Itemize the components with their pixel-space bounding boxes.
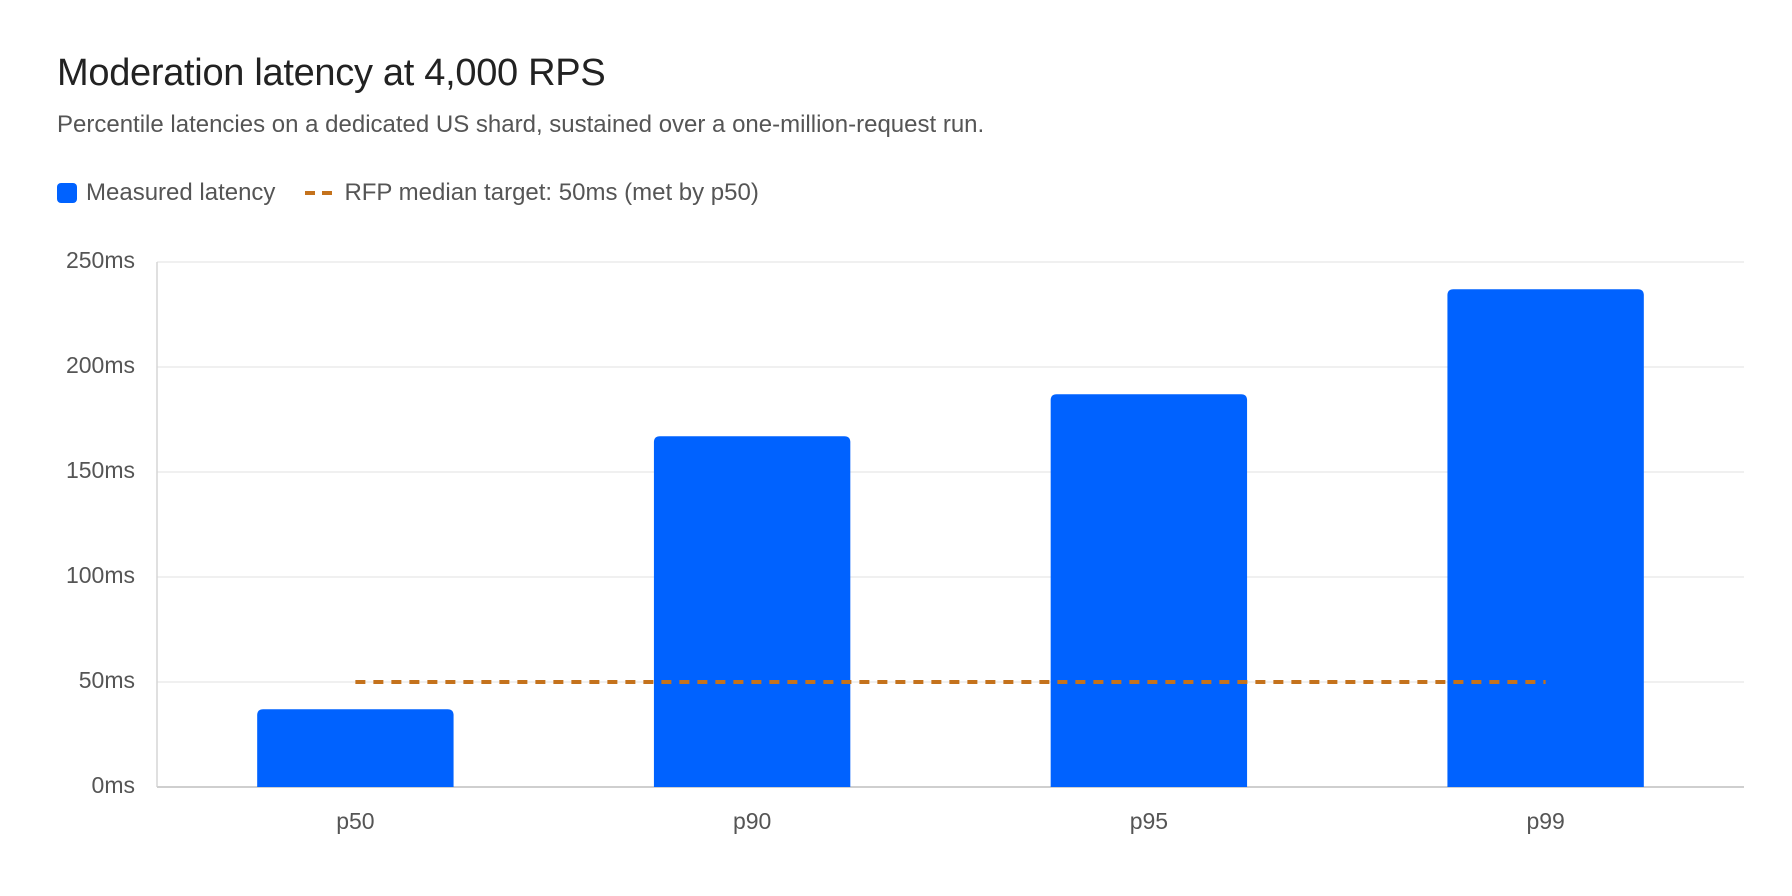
legend: Measured latency RFP median target: 50ms… xyxy=(57,179,984,207)
legend-label: Measured latency xyxy=(86,179,276,206)
y-tick-label: 200ms xyxy=(66,352,135,378)
legend-item: Measured latency xyxy=(57,179,275,207)
x-tick-label: p99 xyxy=(1526,808,1564,834)
bar xyxy=(1447,289,1644,787)
y-tick-label: 150ms xyxy=(66,457,135,483)
chart-subtitle: Percentile latencies on a dedicated US s… xyxy=(57,111,985,138)
header: Moderation latency at 4,000 RPS Percenti… xyxy=(57,52,984,207)
x-tick-label: p50 xyxy=(336,808,374,834)
chart-title: Moderation latency at 4,000 RPS xyxy=(57,52,606,94)
legend-swatch xyxy=(57,183,77,203)
bar xyxy=(1050,394,1248,787)
y-tick-label: 100ms xyxy=(66,562,135,588)
legend-label: RFP median target: 50ms (met by p50) xyxy=(344,179,759,206)
y-tick-label: 250ms xyxy=(66,247,135,273)
legend-swatch xyxy=(305,191,336,195)
legend-item: RFP median target: 50ms (met by p50) xyxy=(305,179,759,207)
y-tick-label: 0ms xyxy=(92,772,135,798)
x-tick-label: p95 xyxy=(1130,808,1168,834)
bar xyxy=(257,709,454,787)
x-tick-label: p90 xyxy=(733,808,771,834)
y-tick-label: 50ms xyxy=(79,667,135,693)
bar xyxy=(653,436,851,787)
